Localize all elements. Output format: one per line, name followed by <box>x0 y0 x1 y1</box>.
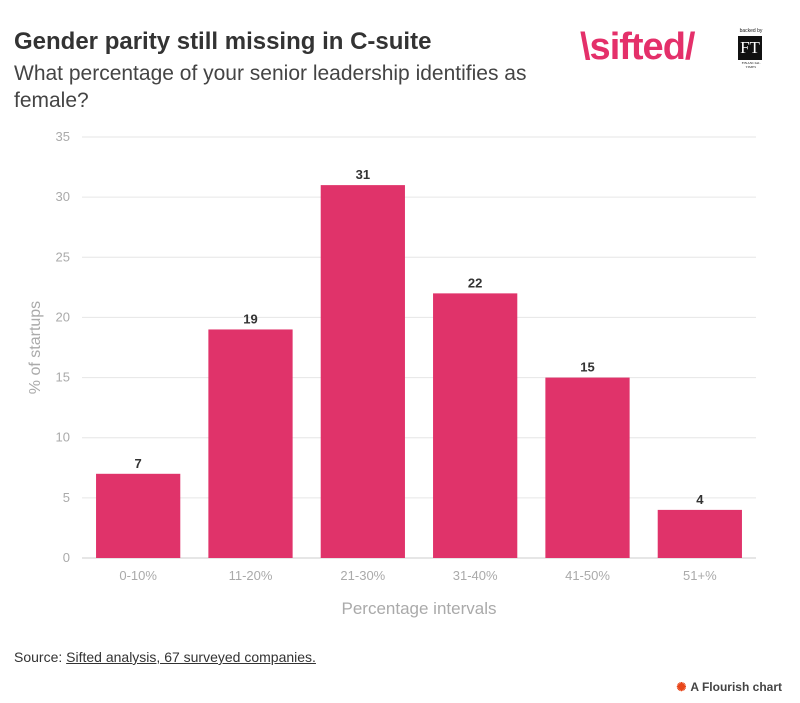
ft-logo: backed by FT FINANCIAL TIMES <box>736 28 766 70</box>
y-axis-ticks: 0 5 10 15 20 25 30 35 <box>56 129 70 565</box>
x-tick-label: 41-50% <box>565 568 610 583</box>
bar-value-label: 7 <box>135 456 142 471</box>
chart-title: Gender parity still missing in C-suite <box>14 28 432 55</box>
chart-subtitle: What percentage of your senior leadershi… <box>14 62 527 112</box>
x-axis-ticks: 0-10% 11-20% 21-30% 31-40% 41-50% 51+% <box>119 568 717 583</box>
grid-lines <box>82 136 756 559</box>
sifted-logo: \sifted/ backed by FT FINANCIAL TIMES <box>580 26 780 76</box>
y-tick-label: 30 <box>56 189 70 204</box>
bars <box>96 185 742 558</box>
bar <box>320 185 405 558</box>
x-tick-label: 51+% <box>683 568 717 583</box>
y-tick-label: 5 <box>63 490 70 505</box>
data-labels: 7 19 31 22 15 4 <box>135 167 705 507</box>
flourish-credit[interactable]: ✺ A Flourish chart <box>676 680 782 694</box>
bar <box>433 293 518 558</box>
y-tick-label: 35 <box>56 129 70 144</box>
bar <box>96 473 181 558</box>
bar-value-label: 4 <box>696 492 704 507</box>
y-tick-label: 25 <box>56 249 70 264</box>
y-tick-label: 20 <box>56 309 70 324</box>
source-prefix: Source: <box>14 649 67 665</box>
bar-value-label: 15 <box>580 360 594 375</box>
ft-name: FINANCIAL TIMES <box>741 61 761 69</box>
flourish-icon: ✺ <box>676 680 687 694</box>
bar-chart: 0 5 10 15 20 25 30 35 7 19 31 22 15 4 0-10% 11-20% 21-… <box>27 129 756 618</box>
y-axis-label: % of startups <box>27 301 44 394</box>
source-link[interactable]: Sifted analysis, 67 surveyed companies. <box>66 649 316 665</box>
y-tick-label: 15 <box>56 370 70 385</box>
sifted-wordmark: \sifted/ <box>580 26 695 68</box>
x-axis-label: Percentage intervals <box>342 599 497 618</box>
bar <box>657 509 742 558</box>
x-tick-label: 0-10% <box>119 568 157 583</box>
bar <box>208 329 293 558</box>
x-tick-label: 11-20% <box>229 568 273 583</box>
source-note: Source: Sifted analysis, 67 surveyed com… <box>14 649 316 665</box>
ft-mark: FT <box>738 36 762 60</box>
x-tick-label: 31-40% <box>453 568 498 583</box>
y-tick-label: 10 <box>56 430 70 445</box>
x-tick-label: 21-30% <box>340 568 385 583</box>
bar-value-label: 22 <box>468 275 482 290</box>
flourish-label: A Flourish chart <box>690 680 782 694</box>
bar-value-label: 19 <box>243 311 257 326</box>
y-tick-label: 0 <box>63 550 70 565</box>
bar-value-label: 31 <box>356 167 370 182</box>
ft-backed-by: backed by <box>739 28 763 34</box>
bar <box>545 377 630 558</box>
